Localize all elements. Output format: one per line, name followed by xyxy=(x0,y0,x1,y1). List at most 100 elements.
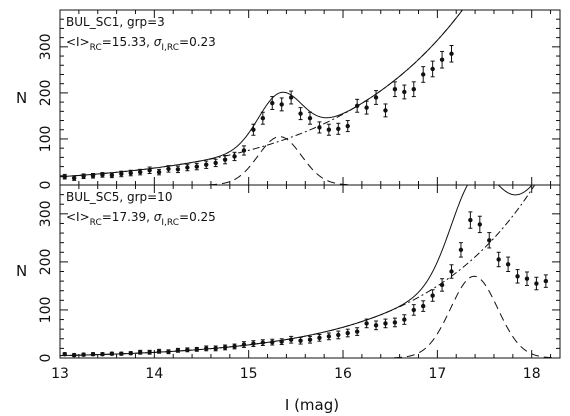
bottom-data-point xyxy=(204,346,209,351)
bottom-data-point xyxy=(62,351,67,357)
bottom-data-point xyxy=(156,349,162,354)
top-data-point xyxy=(241,148,247,153)
top-data-point xyxy=(364,105,369,110)
top-y-tick-label: 100 xyxy=(38,126,54,153)
bottom-data-point xyxy=(213,346,218,351)
bottom-panel-ylabel: N xyxy=(16,262,27,280)
bottom-data-point xyxy=(336,332,341,338)
bottom-data-point xyxy=(232,344,237,349)
x-tick-label: 14 xyxy=(145,366,163,382)
bottom-data-point xyxy=(119,351,124,356)
top-data-point xyxy=(71,175,77,181)
bottom-data-point xyxy=(543,278,549,284)
top-data-point xyxy=(213,160,218,166)
bottom-data-point xyxy=(81,352,86,357)
top-gaussian-curve xyxy=(209,136,351,185)
bottom-panel-label: BUL_SC5, grp=10 xyxy=(66,190,172,204)
x-axis-label: I (mag) xyxy=(285,396,339,414)
bottom-data-point xyxy=(100,351,105,357)
top-data-point xyxy=(81,174,86,179)
bottom-data-point xyxy=(307,337,313,342)
x-tick-label: 13 xyxy=(51,366,69,382)
bottom-gaussian-curve xyxy=(393,275,555,358)
bottom-data-point xyxy=(402,317,407,322)
top-y-tick-label: 0 xyxy=(38,181,54,190)
bottom-data-point xyxy=(496,257,501,262)
bottom-data-point xyxy=(279,339,284,344)
bottom-data-point xyxy=(505,262,511,267)
top-data-point xyxy=(270,100,275,106)
top-data-point xyxy=(411,87,416,92)
top-panel-label: BUL_SC1, grp=3 xyxy=(66,15,165,29)
x-tick-label: 15 xyxy=(240,366,258,382)
bottom-data-point xyxy=(241,342,247,347)
bottom-data-point xyxy=(373,323,379,328)
bottom-data-point xyxy=(288,337,294,342)
bottom-data-point xyxy=(515,274,520,279)
top-data-point xyxy=(439,57,445,62)
x-tick-label: 18 xyxy=(523,366,541,382)
bottom-panel-stats: <I>RC=17.39, σI,RC=0.25 xyxy=(66,210,216,228)
bottom-data-point xyxy=(364,321,369,326)
bottom-data-point xyxy=(354,329,360,334)
bottom-data-point xyxy=(90,351,96,357)
top-y-tick-label: 300 xyxy=(38,33,54,60)
top-data-point xyxy=(279,102,284,107)
top-total-fit-curve xyxy=(60,10,464,178)
top-data-point xyxy=(402,89,407,95)
top-data-point xyxy=(260,116,266,121)
top-data-point xyxy=(392,87,398,92)
top-data-point xyxy=(109,173,115,178)
top-background-curve xyxy=(60,10,464,178)
top-data-point xyxy=(345,123,350,129)
bottom-data-point xyxy=(185,347,190,353)
top-data-point xyxy=(90,173,96,178)
top-data-point xyxy=(166,166,171,172)
top-data-point xyxy=(354,103,360,108)
top-data-point xyxy=(317,125,322,130)
bottom-data-point xyxy=(251,341,256,346)
bottom-background-curve xyxy=(60,185,536,357)
bottom-data-point xyxy=(128,350,133,356)
top-y-tick-label: 200 xyxy=(38,80,54,107)
bottom-data-point xyxy=(317,335,322,341)
bottom-data-point xyxy=(71,352,77,358)
bottom-data-point xyxy=(260,340,266,345)
bottom-data-point xyxy=(458,247,464,253)
bottom-data-point xyxy=(524,276,530,281)
bottom-data-point xyxy=(298,338,303,343)
x-tick-label: 16 xyxy=(334,366,352,382)
bottom-panel: BUL_SC5, grp=10 <I>RC=17.39, σI,RC=0.25 … xyxy=(16,184,561,382)
bottom-data-point xyxy=(147,350,152,355)
top-data-point xyxy=(383,108,388,113)
bottom-data-point xyxy=(392,320,398,325)
top-data-point xyxy=(222,157,228,162)
top-data-point xyxy=(185,165,190,170)
bottom-data-point xyxy=(534,281,539,286)
top-data-point xyxy=(128,170,133,176)
top-data-point xyxy=(307,116,313,121)
top-data-point xyxy=(288,95,294,100)
bottom-total-fit-curve xyxy=(60,185,533,357)
bottom-data-point xyxy=(137,350,143,355)
bottom-data-point xyxy=(421,303,426,309)
bottom-data-point xyxy=(175,348,181,353)
top-data-point xyxy=(430,66,435,72)
top-data-point xyxy=(336,126,341,132)
bottom-data-point xyxy=(166,349,171,354)
x-tick-label: 17 xyxy=(428,366,446,382)
bottom-data-point xyxy=(439,282,445,288)
top-data-point xyxy=(194,164,199,169)
top-data-point xyxy=(421,72,426,77)
bottom-data-point xyxy=(270,339,275,345)
top-panel-stats: <I>RC=15.33, σI,RC=0.23 xyxy=(66,35,216,53)
top-data-point xyxy=(119,171,124,177)
top-data-point xyxy=(449,51,454,56)
top-panel-ylabel: N xyxy=(16,89,27,107)
bottom-y-tick-label: 0 xyxy=(38,354,54,363)
top-data-point xyxy=(62,174,67,179)
top-data-point xyxy=(100,172,105,178)
top-data-point xyxy=(251,127,256,132)
bottom-data-point xyxy=(109,351,115,356)
